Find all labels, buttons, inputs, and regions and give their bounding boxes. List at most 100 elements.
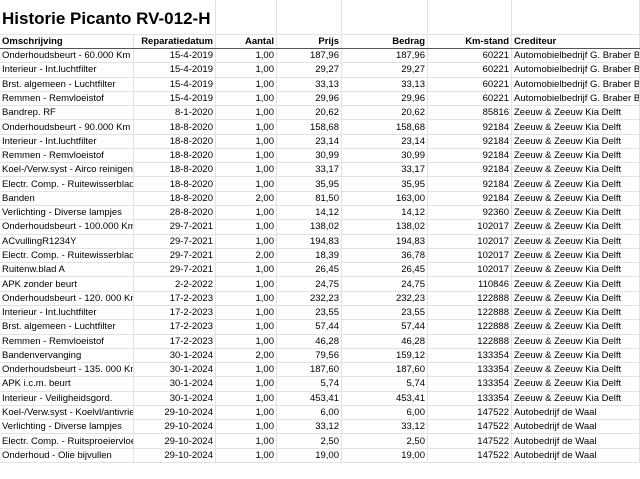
data-row: Brst. algemeen - Luchtfilter 17-2-2023 1,0… <box>0 320 640 335</box>
cell: Zeeuw & Zeeuw Kia Delft <box>512 220 640 234</box>
cell: 15-4-2019 <box>134 63 216 77</box>
data-row: Interieur - Veiligheidsgord. 30-1-2024 1,0… <box>0 391 640 406</box>
cell: Autobedrijf de Waal <box>512 420 640 434</box>
cell: Zeeuw & Zeeuw Kia Delft <box>512 277 640 291</box>
cell: Interieur - Int.luchtfilter <box>0 63 134 77</box>
cell: 29,27 <box>342 63 428 77</box>
cell: Omschrijving <box>0 35 134 48</box>
cell: Brst. algemeen - Luchtfilter <box>0 320 134 334</box>
cell: 79,56 <box>277 348 342 363</box>
data-row: Ruitenw.blad A 29-7-2021 1,00 26,45 26,45 102… <box>0 263 640 278</box>
data-row: Onderhoudsbeurt - 90.000 Km 18-8-2020 1,00… <box>0 120 640 135</box>
cell: 29-10-2024 <box>134 420 216 434</box>
cell: 194,83 <box>277 234 342 248</box>
cell: 18-8-2020 <box>134 177 216 191</box>
cell: 133354 <box>428 363 512 377</box>
cell: Electr. Comp. - Ruitewisserblad <box>2 248 134 263</box>
cell: 29-7-2021 <box>134 234 216 248</box>
cell: 1,00 <box>216 63 277 77</box>
cell: 60221 <box>428 49 512 63</box>
cell: 33,12 <box>277 420 342 434</box>
cell: Remmen - Remvloeistof <box>0 334 134 348</box>
cell: Onderhoud - Olie bijvullen <box>0 448 134 462</box>
cell: 1,00 <box>216 91 277 106</box>
cell: 2,00 <box>216 191 277 206</box>
cell: 232,23 <box>342 291 428 305</box>
cell: 17-2-2023 <box>134 305 216 320</box>
cell: 29-7-2021 <box>134 220 216 234</box>
data-row: Onderhoudsbeurt - 100.000 Km 29-7-2021 1,0… <box>0 220 640 235</box>
cell: Autobedrijf de Waal <box>512 448 640 462</box>
cell: 5,74 <box>342 377 428 391</box>
cell: Reparatiedatum <box>134 35 216 48</box>
cell: 17-2-2023 <box>134 334 216 348</box>
cell: 1,00 <box>216 277 277 291</box>
cell: 133354 <box>428 377 512 391</box>
cell: Zeeuw & Zeeuw Kia Delft <box>512 191 640 206</box>
data-row: Onderhoudsbeurt - 120. 000 Km 17-2-2023 1,… <box>0 291 640 306</box>
cell: Km-stand <box>428 35 512 48</box>
data-row: Koel-/Verw.syst - Airco reinigen 18-8-202… <box>0 163 640 178</box>
cell: Autobedrijf de Waal <box>512 434 640 448</box>
cell: Verlichting - Diverse lampjes <box>0 420 134 434</box>
cell: Electr. Comp. - Ruitsproeiervloei <box>2 434 134 448</box>
cell: Zeeuw & Zeeuw Kia Delft <box>512 120 640 134</box>
cell: Onderhoudsbeurt - 90.000 Km <box>0 120 134 134</box>
cell: Remmen - Remvloeistof <box>0 148 134 163</box>
cell: Aantal <box>216 35 277 48</box>
cell: 35,95 <box>342 177 428 191</box>
cell: 15-4-2019 <box>134 49 216 63</box>
cell: 46,28 <box>277 334 342 348</box>
data-row: Bandrep. RF 8-1-2020 1,00 20,62 20,62 85816 Ze… <box>0 106 640 121</box>
cell: 1,00 <box>216 448 277 462</box>
cell: APK i.c.m. beurt <box>0 377 134 391</box>
cell: 2,00 <box>216 348 277 363</box>
cell: Automobielbedrijf G. Braber B.V <box>514 77 640 91</box>
cell: 60221 <box>428 63 512 77</box>
cell: 1,00 <box>216 120 277 134</box>
cell: Interieur - Int.luchtfilter <box>0 305 134 320</box>
cell: 1,00 <box>216 148 277 163</box>
data-row: Electr. Comp. - Ruitewisserblad 29-7-2021… <box>0 248 640 264</box>
cell: 1,00 <box>216 334 277 348</box>
cell: 24,75 <box>277 277 342 291</box>
cell: 46,28 <box>342 334 428 348</box>
cell: 19,00 <box>342 448 428 462</box>
cell: 92184 <box>428 177 512 191</box>
cell: 23,55 <box>342 305 428 320</box>
cell: 159,12 <box>342 348 428 363</box>
cell: Zeeuw & Zeeuw Kia Delft <box>512 391 640 405</box>
cell: 33,13 <box>277 77 342 91</box>
cell: 158,68 <box>277 120 342 134</box>
cell: 20,62 <box>342 106 428 120</box>
cell: 1,00 <box>216 420 277 434</box>
blank-cell <box>512 0 640 34</box>
cell: 14,12 <box>342 206 428 220</box>
cell: 60221 <box>428 77 512 91</box>
cell: 28-8-2020 <box>134 206 216 220</box>
cell: 29-10-2024 <box>134 448 216 462</box>
cell: 453,41 <box>342 391 428 405</box>
cell: 147522 <box>428 448 512 462</box>
cell: 133354 <box>428 348 512 363</box>
data-row: Electr. Comp. - Ruitewisserblad 18-8-2020… <box>0 177 640 192</box>
cell: 18-8-2020 <box>134 191 216 206</box>
cell: 26,45 <box>342 263 428 277</box>
cell: Zeeuw & Zeeuw Kia Delft <box>512 177 640 191</box>
cell: 29-10-2024 <box>134 434 216 448</box>
cell: 122888 <box>428 291 512 305</box>
cell: 122888 <box>428 320 512 334</box>
cell: Onderhoudsbeurt - 135. 000 Km <box>2 363 134 377</box>
cell: Banden <box>0 191 134 206</box>
cell: 30-1-2024 <box>134 391 216 405</box>
cell: 453,41 <box>277 391 342 405</box>
data-row: APK i.c.m. beurt 30-1-2024 1,00 5,74 5,74 133… <box>0 377 640 392</box>
cell: 1,00 <box>216 434 277 448</box>
cell: Onderhoudsbeurt - 60.000 Km <box>0 49 134 63</box>
cell: 17-2-2023 <box>134 291 216 305</box>
cell: Remmen - Remvloeistof <box>0 91 134 106</box>
cell: 8-1-2020 <box>134 106 216 120</box>
cell: 35,95 <box>277 177 342 191</box>
cell: Koel-/Verw.syst - Airco reinigen <box>2 163 134 177</box>
cell: 5,74 <box>277 377 342 391</box>
